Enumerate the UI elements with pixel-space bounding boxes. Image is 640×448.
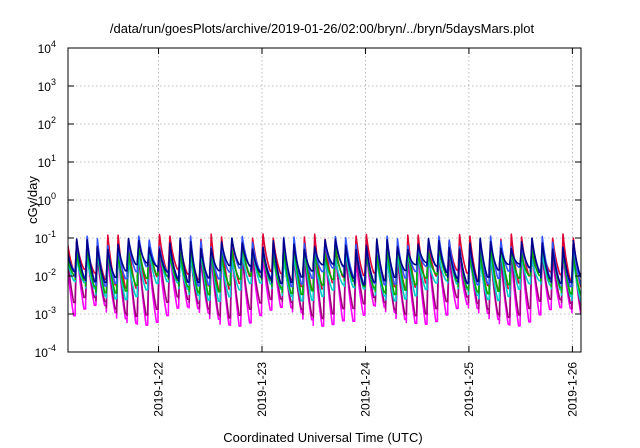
y-tick-base: 10 — [38, 118, 52, 132]
y-tick-label: 101 — [38, 153, 56, 170]
y-tick-base: 10 — [38, 156, 52, 170]
series-line — [68, 241, 581, 296]
y-tick-exponent: -1 — [48, 229, 56, 239]
y-tick-label: 10-1 — [35, 229, 56, 246]
y-tick-base: 10 — [35, 232, 49, 246]
y-tick-label: 10-3 — [35, 305, 56, 322]
y-tick-label: 104 — [38, 39, 56, 56]
y-tick-base: 10 — [35, 270, 49, 284]
y-tick-base: 10 — [35, 308, 49, 322]
series-line — [68, 246, 581, 302]
y-tick-base: 10 — [38, 42, 52, 56]
y-tick-base: 10 — [35, 346, 49, 360]
y-tick-exponent: 1 — [51, 153, 56, 163]
y-tick-exponent: 0 — [51, 191, 56, 201]
y-tick-exponent: 3 — [51, 77, 56, 87]
x-tick-label: 2019-1-25 — [462, 362, 476, 417]
y-tick-base: 10 — [38, 194, 52, 208]
y-tick-exponent: -2 — [48, 267, 56, 277]
y-tick-base: 10 — [38, 80, 52, 94]
x-axis-label: Coordinated Universal Time (UTC) — [223, 430, 422, 445]
x-ticks: 2019-1-22 2019-1-23 2019-1-24 2019-1-25 2019… — [152, 48, 579, 417]
y-axis-label: cGy/day — [25, 176, 40, 224]
y-tick-exponent: -3 — [48, 305, 56, 315]
y-tick-label: 103 — [38, 77, 56, 94]
series-line — [68, 243, 581, 320]
series-line — [68, 237, 581, 286]
y-tick-label: 10-4 — [35, 343, 56, 360]
chart-title: /data/run/goesPlots/archive/2019-01-26/0… — [110, 21, 535, 36]
y-tick-label: 100 — [38, 191, 56, 208]
y-tick-exponent: 4 — [51, 39, 56, 49]
x-tick-label: 2019-1-24 — [358, 362, 372, 417]
x-tick-label: 2019-1-23 — [255, 362, 269, 417]
x-tick-label: 2019-1-26 — [565, 362, 579, 417]
x-tick-label: 2019-1-22 — [152, 362, 166, 417]
plot-series — [68, 233, 581, 327]
y-tick-label: 102 — [38, 115, 56, 132]
y-tick-label: 10-2 — [35, 267, 56, 284]
y-tick-exponent: 2 — [51, 115, 56, 125]
y-tick-exponent: -4 — [48, 343, 56, 353]
